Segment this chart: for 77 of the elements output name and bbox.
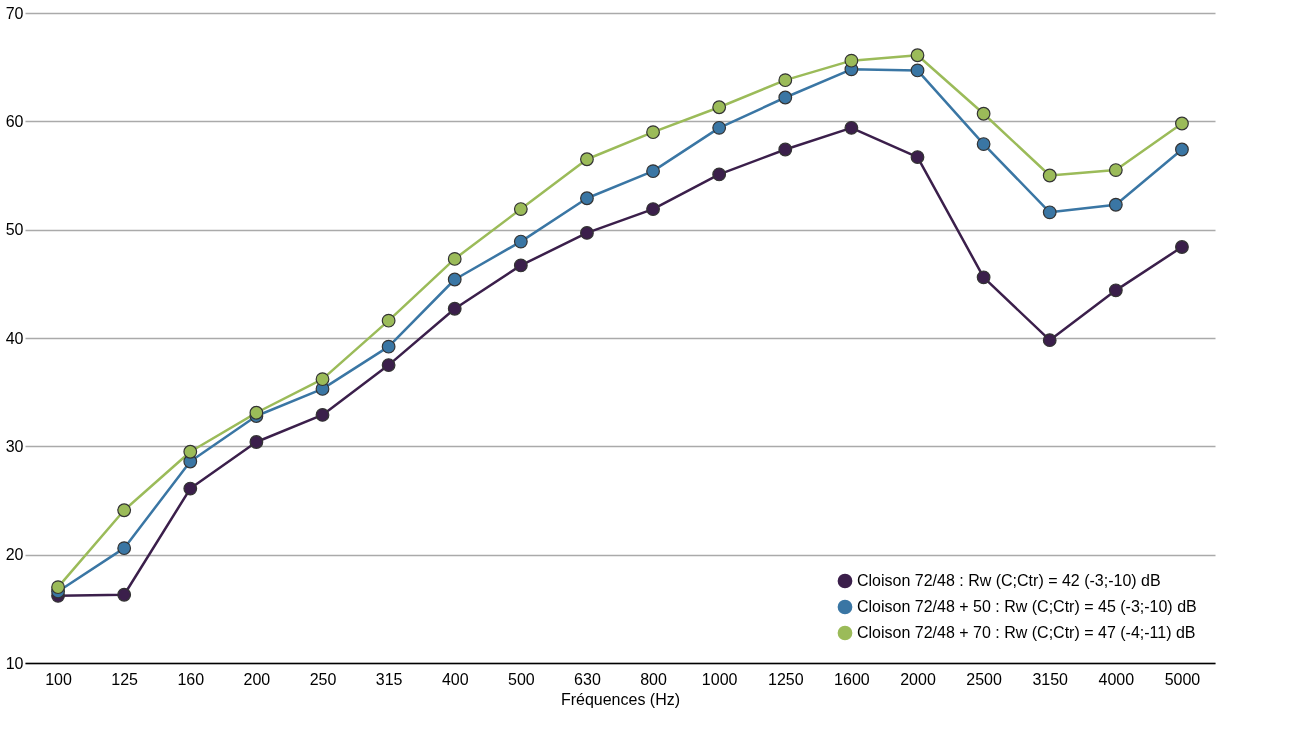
- point: [778, 90, 793, 105]
- x-tick-label: 3150: [1032, 670, 1069, 688]
- point: [1042, 205, 1057, 220]
- point: [183, 481, 198, 496]
- point: [447, 272, 462, 287]
- point: [712, 100, 727, 115]
- point: [910, 150, 925, 164]
- x-tick-label: 200: [243, 670, 271, 688]
- x-tick-label: 1250: [767, 670, 804, 688]
- point: [249, 435, 264, 449]
- point: [117, 503, 132, 518]
- x-tick-label: 630: [574, 670, 601, 688]
- point: [580, 191, 594, 206]
- point: [910, 48, 925, 63]
- point: [1175, 240, 1189, 254]
- x-tick-label: 4000: [1098, 670, 1135, 688]
- y-tick-label: 60: [5, 112, 24, 130]
- point: [51, 580, 65, 595]
- point: [580, 152, 594, 167]
- point: [1108, 163, 1123, 177]
- point: [315, 408, 330, 422]
- x-tick-label: 1600: [834, 670, 870, 688]
- y-tick-label: 10: [5, 654, 24, 672]
- point: [976, 270, 991, 285]
- x-tick-label: 315: [375, 670, 403, 688]
- point: [646, 164, 660, 179]
- legend-label: Cloison 72/48 + 70 : Rw (C;Ctr) = 47 (-4;-11) dB: [857, 624, 1196, 641]
- x-tick-label: 250: [309, 670, 337, 688]
- x-tick-label: 125: [111, 670, 139, 688]
- x-tick-label: 160: [177, 670, 205, 688]
- point: [513, 258, 528, 273]
- point: [1042, 333, 1057, 348]
- point: [513, 234, 528, 249]
- x-tick-label: 2000: [900, 670, 936, 688]
- x-tick-label: 400: [441, 670, 469, 688]
- point: [381, 313, 396, 328]
- point: [712, 120, 727, 135]
- point: [910, 63, 925, 78]
- x-tick-label: 800: [640, 670, 667, 688]
- point: [712, 167, 727, 182]
- point: [249, 405, 264, 420]
- x-tick-label: 5000: [1164, 670, 1201, 688]
- point: [1175, 116, 1189, 131]
- legend-label: Cloison 72/48 : Rw (C;Ctr) = 42 (-3;-10) dB: [857, 572, 1161, 589]
- point: [1108, 197, 1123, 212]
- y-tick-label: 40: [5, 329, 24, 347]
- point: [976, 106, 991, 121]
- y-tick-label: 20: [5, 546, 24, 564]
- point: [580, 226, 594, 240]
- point: [315, 372, 330, 387]
- point: [778, 142, 793, 157]
- point: [1042, 168, 1057, 183]
- point: [646, 202, 660, 216]
- point: [646, 125, 660, 140]
- point: [1108, 283, 1123, 298]
- x-tick-label: 1000: [701, 670, 738, 688]
- x-axis-title: Fréquences (Hz): [560, 690, 681, 708]
- point: [844, 53, 859, 68]
- point: [447, 252, 462, 266]
- point: [976, 137, 991, 151]
- point: [117, 541, 132, 556]
- point: [381, 358, 396, 372]
- x-tick-label: 2500: [966, 670, 1003, 688]
- point: [844, 120, 859, 135]
- point: [381, 339, 396, 354]
- point: [183, 444, 198, 459]
- x-tick-label: 100: [45, 670, 72, 688]
- point: [117, 587, 132, 602]
- y-tick-label: 30: [5, 437, 24, 455]
- point: [778, 73, 793, 88]
- y-tick-label: 50: [5, 221, 24, 239]
- point: [447, 301, 462, 316]
- point: [1175, 142, 1189, 157]
- y-tick-label: 70: [5, 4, 24, 22]
- x-tick-label: 500: [507, 670, 535, 688]
- point: [513, 202, 528, 216]
- legend-label: Cloison 72/48 + 50 : Rw (C;Ctr) = 45 (-3;-10) dB: [857, 598, 1197, 615]
